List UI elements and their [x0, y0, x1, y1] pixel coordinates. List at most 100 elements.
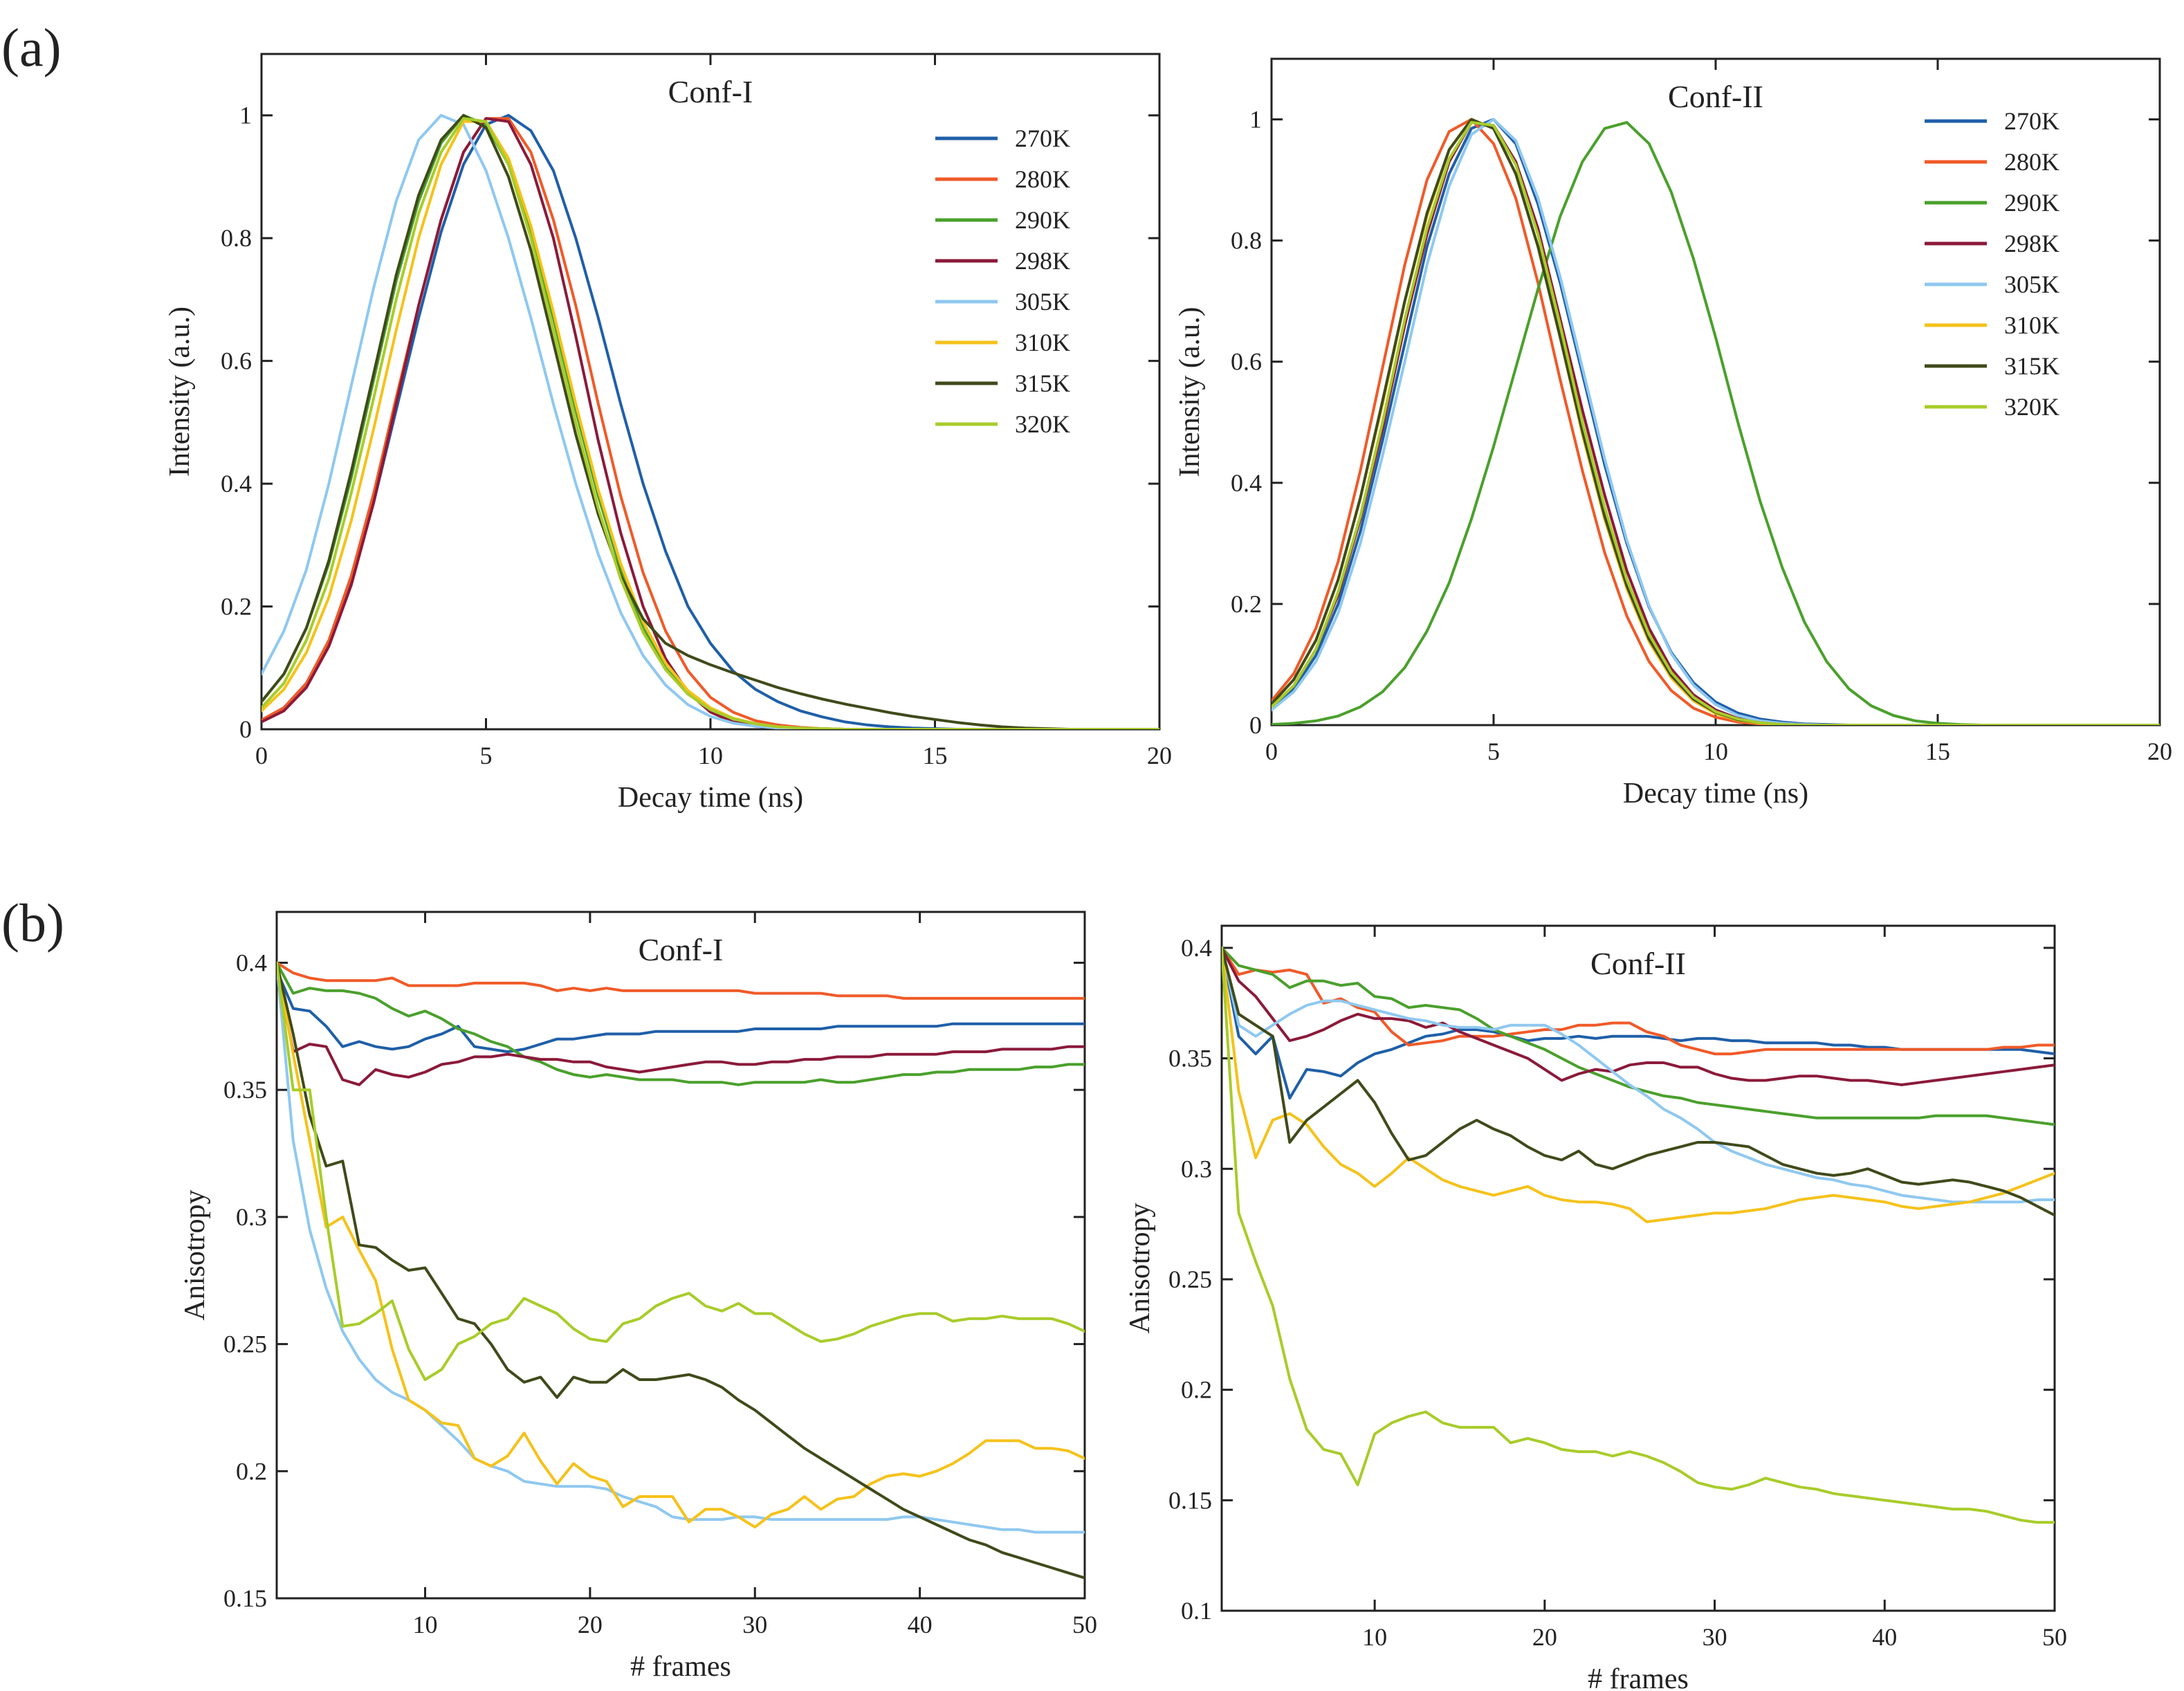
x-tick-label: 20 — [1147, 742, 1172, 769]
legend-label-290K: 290K — [1015, 206, 1070, 234]
legend-label-310K: 310K — [1015, 329, 1070, 356]
y-tick-label: 0.25 — [223, 1331, 267, 1358]
y-tick-label: 0.2 — [236, 1457, 267, 1485]
series-line-315K — [277, 961, 1085, 1580]
chart-decay-conf-i: 0 5 10 15 20 0 0.2 0.4 0.6 0.8 1 Decay time (ns) Int… — [164, 53, 1172, 814]
chart-title: Conf-I — [639, 932, 724, 967]
plot-frame — [275, 911, 1086, 1600]
series-line-305K — [1222, 946, 2055, 1204]
x-tick-label: 5 — [1487, 738, 1500, 765]
y-tick-label: 0.4 — [236, 949, 267, 976]
x-tick-label: 40 — [1872, 1623, 1897, 1651]
x-tick-label: 20 — [1532, 1623, 1557, 1651]
x-axis-label: Decay time (ns) — [618, 782, 803, 814]
y-axis-label: Intensity (a.u.) — [1174, 307, 1206, 477]
x-tick-label: 30 — [742, 1611, 767, 1638]
x-tick-label: 0 — [1265, 738, 1278, 765]
legend-label-298K: 298K — [2004, 230, 2059, 257]
chart-anisotropy-conf-i: 10 20 30 40 50 0.15 0.2 0.25 0.3 0.35 0.4 # frames A… — [179, 911, 1097, 1683]
plot-frame — [1220, 924, 2056, 1612]
series-line-298K — [1222, 946, 2055, 1086]
x-tick-label: 10 — [698, 742, 723, 769]
y-tick-label: 0 — [1249, 711, 1262, 739]
legend-label-290K: 290K — [2004, 189, 2059, 217]
y-tick-label: 0.2 — [1231, 590, 1262, 618]
chart-anisotropy-conf-ii: 10 20 30 40 50 0.1 0.15 0.2 0.25 0.3 0.35 0.4 # fram… — [1124, 924, 2067, 1691]
series-line-320K — [1272, 120, 2160, 725]
y-tick-label: 0.3 — [236, 1203, 267, 1231]
series-line-290K — [1272, 120, 2160, 725]
y-axis-label: Anisotropy — [179, 1190, 211, 1321]
series-line-310K — [277, 961, 1085, 1529]
chart-decay-conf-ii: 0 5 10 15 20 0 0.2 0.4 0.6 0.8 1 Decay time (ns) Int… — [1174, 57, 2172, 810]
x-axis-label: # frames — [1588, 1663, 1689, 1691]
x-tick-label: 50 — [1072, 1611, 1097, 1638]
series-line-310K — [1222, 946, 2055, 1223]
legend-label-280K: 280K — [2004, 148, 2059, 176]
y-tick-label: 0.2 — [1181, 1376, 1212, 1404]
legend-label-280K: 280K — [1015, 165, 1070, 193]
series-line-270K — [261, 113, 1159, 729]
x-tick-label: 30 — [1703, 1623, 1727, 1651]
y-tick-label: 0.4 — [221, 470, 252, 497]
x-tick-label: 15 — [923, 742, 948, 769]
series-line-315K — [261, 113, 1159, 729]
series-group — [1272, 118, 2160, 725]
legend-label-270K: 270K — [2004, 107, 2059, 135]
y-tick-label: 0.4 — [1181, 934, 1212, 962]
y-tick-label: 0.35 — [1168, 1045, 1212, 1072]
y-tick-label: 0.35 — [223, 1076, 267, 1104]
legend-label-320K: 320K — [1015, 410, 1070, 438]
x-tick-label: 20 — [578, 1611, 603, 1638]
series-line-290K — [277, 961, 1085, 1086]
series-line-315K — [1222, 946, 2055, 1217]
x-tick-label: 0 — [255, 742, 268, 769]
series-line-270K — [277, 969, 1085, 1054]
x-tick-label: 10 — [1703, 738, 1728, 765]
y-axis-label: Intensity (a.u.) — [164, 307, 196, 477]
y-tick-label: 0.2 — [221, 593, 252, 621]
series-line-298K — [261, 117, 1159, 729]
legend-label-305K: 305K — [2004, 271, 2059, 298]
panel-label-a: (a) — [1, 17, 62, 77]
series-line-270K — [1272, 118, 2160, 725]
series-line-305K — [1272, 118, 2160, 725]
series-line-320K — [277, 961, 1085, 1381]
legend-label-320K: 320K — [2004, 393, 2059, 421]
y-tick-label: 0.15 — [223, 1584, 267, 1612]
series-line-280K — [277, 961, 1085, 1000]
series-line-298K — [277, 966, 1085, 1086]
y-tick-label: 1 — [1249, 106, 1262, 134]
series-group — [261, 113, 1159, 729]
y-tick-label: 0.15 — [1168, 1486, 1212, 1514]
x-tick-label: 5 — [480, 742, 493, 769]
x-axis-label: Decay time (ns) — [1623, 778, 1808, 810]
y-tick-label: 0.8 — [1231, 227, 1262, 255]
x-tick-label: 20 — [2147, 738, 2172, 765]
legend-label-315K: 315K — [1015, 369, 1070, 397]
series-line-310K — [261, 120, 1159, 729]
chart-title: Conf-II — [1668, 79, 1763, 114]
series-line-320K — [261, 117, 1159, 729]
legend-label-310K: 310K — [2004, 311, 2059, 339]
series-group — [1222, 946, 2055, 1524]
panel-label-b: (b) — [1, 893, 64, 953]
x-tick-label: 50 — [2042, 1623, 2067, 1651]
x-axis-label: # frames — [630, 1651, 731, 1683]
series-line-280K — [1222, 946, 2055, 1056]
y-tick-label: 0.25 — [1168, 1265, 1212, 1293]
y-tick-label: 0.4 — [1231, 469, 1262, 497]
y-tick-label: 0.3 — [1181, 1155, 1212, 1182]
legend-label-270K: 270K — [1015, 125, 1070, 152]
series-line-298K — [1272, 120, 2160, 725]
series-group — [277, 961, 1085, 1580]
series-line-320K — [1222, 946, 2055, 1524]
legend-label-315K: 315K — [2004, 352, 2059, 380]
x-tick-label: 10 — [1362, 1623, 1387, 1651]
series-line-280K — [1272, 118, 2160, 725]
y-tick-label: 0 — [239, 715, 252, 743]
y-tick-label: 0.6 — [1231, 348, 1262, 376]
y-tick-label: 0.8 — [221, 224, 252, 252]
legend-label-298K: 298K — [1015, 247, 1070, 275]
x-tick-label: 15 — [1925, 738, 1950, 765]
